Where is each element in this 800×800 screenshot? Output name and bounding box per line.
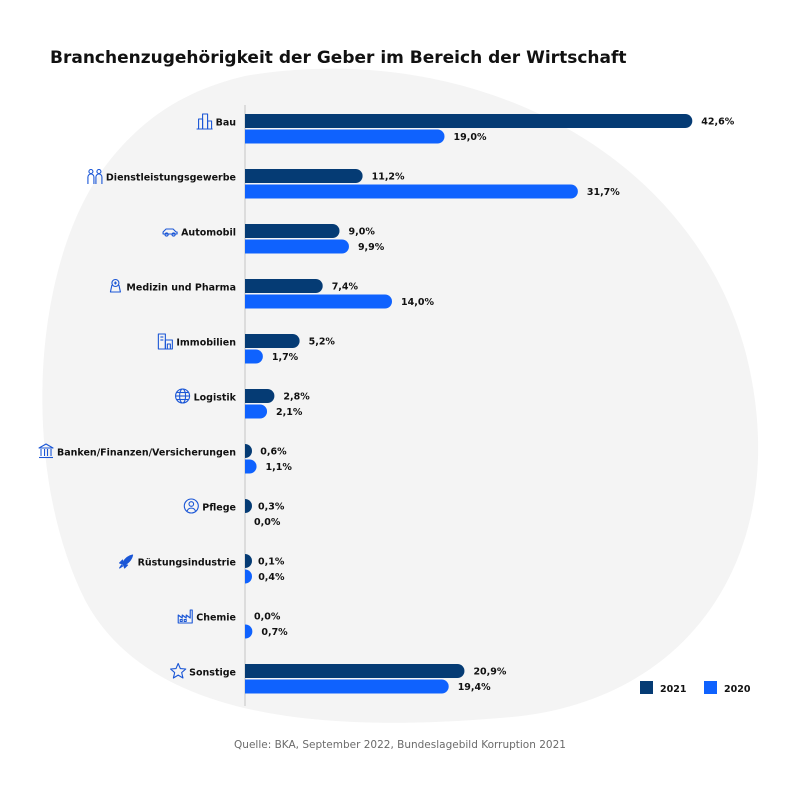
bar-2020 <box>245 239 349 254</box>
real-estate-icon <box>157 333 173 350</box>
data-label: 42,6% <box>701 117 734 128</box>
bar-2021 <box>245 389 275 403</box>
data-label: 7,4% <box>332 282 359 293</box>
globe-icon <box>175 388 191 404</box>
rocket-icon <box>119 554 134 569</box>
category-label: Automobil <box>181 228 236 239</box>
bar-2020 <box>244 404 268 419</box>
data-label: 1,7% <box>272 352 299 363</box>
data-label: 14,0% <box>401 297 434 308</box>
bar-2020 <box>245 679 449 694</box>
bar-2020 <box>245 459 257 474</box>
bar-2021 <box>245 169 363 183</box>
category-label: Pflege <box>202 503 236 514</box>
data-label: 19,4% <box>458 682 491 693</box>
medicine-icon <box>109 278 121 293</box>
data-label: 11,2% <box>372 172 405 183</box>
data-label: 9,0% <box>349 227 376 238</box>
data-label: 0,0% <box>254 517 281 528</box>
data-label: 0,7% <box>261 627 288 638</box>
data-label: 9,9% <box>358 242 385 253</box>
person-icon <box>183 498 199 514</box>
bar-2021 <box>245 334 300 348</box>
data-label: 2,8% <box>283 392 310 403</box>
data-label: 0,6% <box>260 447 287 458</box>
data-label: 0,0% <box>254 612 281 623</box>
data-label: 0,4% <box>258 572 285 583</box>
star-icon <box>170 662 187 679</box>
data-label: 31,7% <box>587 187 620 198</box>
bar-2020 <box>245 624 253 639</box>
category-label: Sonstige <box>189 668 236 679</box>
category-label: Logistik <box>194 393 237 404</box>
bank-icon <box>38 443 54 459</box>
data-label: 0,3% <box>258 502 285 513</box>
bar-2020 <box>245 349 263 364</box>
background-blob <box>42 68 759 723</box>
bar-2021 <box>245 114 693 128</box>
legend-label: 2021 <box>660 684 686 695</box>
chart-title: Branchenzugehörigkeit der Geber im Berei… <box>50 48 627 68</box>
source-note: Quelle: BKA, September 2022, Bundeslageb… <box>234 739 566 751</box>
category-label: Bau <box>216 118 236 129</box>
legend-swatch-2021 <box>640 681 653 694</box>
bar-2021 <box>245 444 252 458</box>
category-label: Chemie <box>196 613 236 624</box>
legend-label: 2020 <box>724 684 751 695</box>
bar-2020 <box>245 129 445 144</box>
data-label: 5,2% <box>309 337 336 348</box>
buildings-icon <box>196 113 213 130</box>
data-label: 0,1% <box>258 557 285 568</box>
category-label: Medizin und Pharma <box>126 283 236 294</box>
category-label: Rüstungsindustrie <box>138 558 236 569</box>
car-icon <box>162 228 178 237</box>
data-label: 1,1% <box>266 462 293 473</box>
people-icon <box>87 168 103 184</box>
bar-2020 <box>244 184 578 199</box>
category-label: Dienstleistungsgewerbe <box>106 173 236 184</box>
bar-2021 <box>245 664 465 678</box>
data-label: 2,1% <box>276 407 303 418</box>
category-label: Banken/Finanzen/Versicherungen <box>57 448 236 459</box>
bar-2021 <box>245 499 252 513</box>
bar-2021 <box>245 554 252 568</box>
legend-swatch-2020 <box>704 681 717 694</box>
category-label: Immobilien <box>176 338 236 349</box>
bar-2020 <box>245 294 393 309</box>
bar-2021 <box>245 279 323 293</box>
data-label: 20,9% <box>473 667 506 678</box>
bar-2020 <box>245 569 252 584</box>
bar-2021 <box>245 224 340 238</box>
data-label: 19,0% <box>454 132 487 143</box>
factory-icon <box>177 609 193 624</box>
